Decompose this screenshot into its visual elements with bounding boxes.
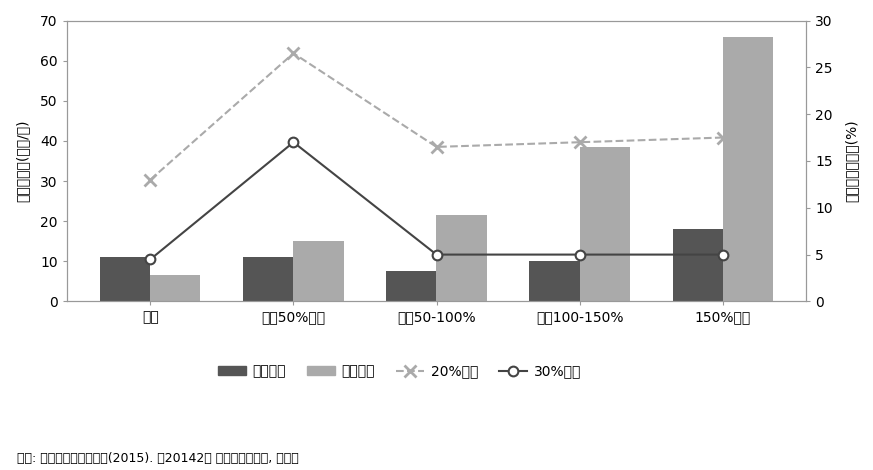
Bar [150, 275, 201, 301]
Bar [580, 147, 629, 301]
Legend: 공교육비, 사교육비, 20%초과, 30%초과: 공교육비, 사교육비, 20%초과, 30%초과 [212, 359, 587, 384]
Bar [244, 257, 293, 301]
Y-axis label: 평균지출액(만원/월): 평균지출액(만원/월) [15, 120, 29, 202]
Bar [529, 261, 580, 301]
Bar [293, 241, 344, 301]
Text: 자료: 한국보건사회연구원(2015). 〄20142년 복지욕구조사々, 원자료: 자료: 한국보건사회연구원(2015). 〄20142년 복지욕구조사々, 원자… [17, 452, 299, 465]
Bar [672, 229, 723, 301]
Bar [723, 37, 773, 301]
Bar [100, 257, 150, 301]
Bar [387, 271, 436, 301]
Y-axis label: 과부담가구비율(%): 과부담가구비율(%) [844, 120, 858, 202]
Bar [436, 215, 486, 301]
